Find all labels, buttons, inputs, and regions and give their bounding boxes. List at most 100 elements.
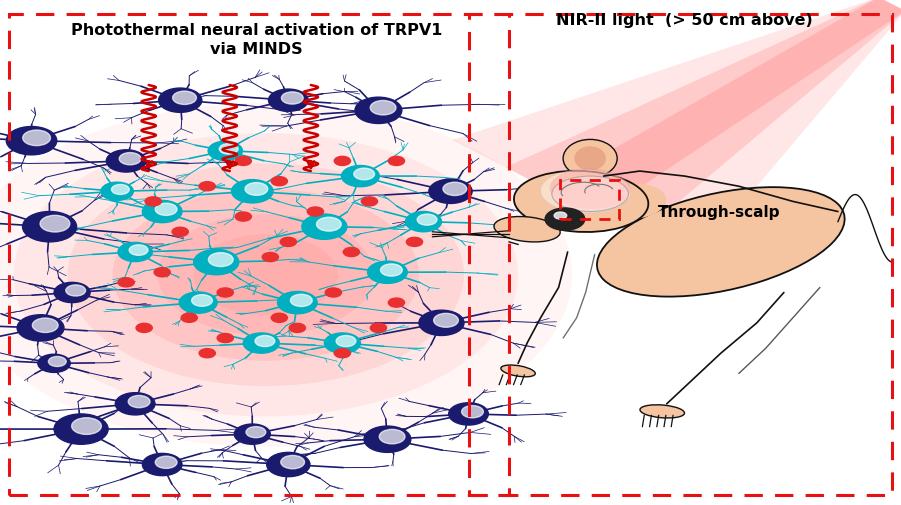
- Circle shape: [336, 336, 356, 347]
- Circle shape: [173, 92, 196, 105]
- Ellipse shape: [194, 235, 338, 316]
- Circle shape: [136, 324, 152, 333]
- Circle shape: [361, 197, 378, 207]
- Circle shape: [419, 311, 464, 336]
- Circle shape: [405, 212, 441, 232]
- Ellipse shape: [597, 188, 844, 297]
- Circle shape: [129, 245, 148, 256]
- Ellipse shape: [494, 217, 560, 242]
- Circle shape: [154, 268, 170, 277]
- Circle shape: [71, 418, 101, 434]
- Circle shape: [545, 209, 585, 231]
- Circle shape: [181, 314, 197, 323]
- Circle shape: [334, 349, 350, 358]
- Circle shape: [6, 127, 57, 156]
- Circle shape: [194, 250, 239, 275]
- Circle shape: [234, 424, 270, 444]
- Circle shape: [192, 295, 213, 307]
- Circle shape: [255, 336, 275, 347]
- Circle shape: [54, 283, 90, 303]
- Ellipse shape: [113, 189, 419, 361]
- Circle shape: [118, 243, 152, 262]
- Ellipse shape: [640, 405, 685, 418]
- Circle shape: [49, 357, 67, 367]
- Polygon shape: [545, 0, 901, 216]
- Circle shape: [246, 427, 266, 438]
- Circle shape: [324, 333, 360, 354]
- Circle shape: [281, 93, 303, 105]
- Circle shape: [368, 262, 407, 284]
- Text: NIR-II light  (> 50 cm above): NIR-II light (> 50 cm above): [557, 13, 813, 28]
- Circle shape: [219, 144, 238, 155]
- Circle shape: [268, 90, 308, 112]
- Circle shape: [115, 393, 155, 415]
- Circle shape: [354, 169, 375, 180]
- Circle shape: [388, 298, 405, 308]
- Bar: [469, 15, 892, 495]
- Polygon shape: [452, 0, 901, 263]
- Ellipse shape: [0, 104, 572, 447]
- Circle shape: [355, 98, 402, 124]
- Ellipse shape: [551, 177, 629, 212]
- Circle shape: [433, 314, 459, 328]
- Circle shape: [66, 285, 86, 296]
- Circle shape: [280, 238, 296, 247]
- Circle shape: [302, 215, 347, 240]
- Circle shape: [380, 265, 403, 277]
- Circle shape: [199, 349, 215, 358]
- Bar: [9, 15, 509, 495]
- Circle shape: [119, 154, 141, 166]
- Circle shape: [155, 457, 177, 469]
- Circle shape: [101, 183, 133, 201]
- Circle shape: [17, 315, 64, 341]
- Text: Photothermal neural activation of TRPV1
via MINDS: Photothermal neural activation of TRPV1 …: [71, 23, 442, 57]
- Ellipse shape: [563, 140, 617, 178]
- Circle shape: [554, 213, 567, 220]
- Ellipse shape: [68, 164, 464, 386]
- Circle shape: [54, 414, 108, 444]
- Circle shape: [334, 157, 350, 166]
- Circle shape: [281, 456, 305, 469]
- Circle shape: [325, 288, 341, 297]
- Bar: [560, 180, 619, 220]
- Circle shape: [145, 197, 161, 207]
- Ellipse shape: [550, 169, 631, 210]
- Ellipse shape: [575, 147, 605, 171]
- Circle shape: [23, 131, 50, 146]
- Circle shape: [343, 248, 359, 257]
- Circle shape: [155, 204, 177, 216]
- Circle shape: [217, 288, 233, 297]
- Circle shape: [417, 215, 437, 226]
- Circle shape: [142, 453, 182, 476]
- Circle shape: [461, 406, 483, 418]
- Circle shape: [278, 292, 317, 314]
- Circle shape: [449, 403, 488, 425]
- Circle shape: [243, 333, 279, 354]
- Circle shape: [307, 208, 323, 217]
- Polygon shape: [505, 0, 901, 236]
- Circle shape: [271, 314, 287, 323]
- Circle shape: [290, 294, 313, 307]
- Circle shape: [142, 201, 182, 223]
- Circle shape: [443, 183, 467, 196]
- Circle shape: [289, 324, 305, 333]
- Circle shape: [106, 150, 146, 173]
- Ellipse shape: [514, 171, 649, 233]
- Circle shape: [128, 396, 150, 408]
- Circle shape: [112, 185, 130, 195]
- Ellipse shape: [596, 184, 666, 220]
- Circle shape: [379, 429, 405, 444]
- Circle shape: [271, 177, 287, 186]
- Circle shape: [199, 182, 215, 191]
- Circle shape: [316, 218, 341, 232]
- Circle shape: [208, 253, 233, 267]
- Ellipse shape: [501, 365, 535, 377]
- Ellipse shape: [158, 215, 374, 336]
- Circle shape: [388, 157, 405, 166]
- Circle shape: [159, 89, 202, 113]
- Circle shape: [179, 292, 217, 314]
- Circle shape: [370, 101, 396, 116]
- Circle shape: [172, 228, 188, 237]
- Circle shape: [235, 157, 251, 166]
- Circle shape: [267, 452, 310, 477]
